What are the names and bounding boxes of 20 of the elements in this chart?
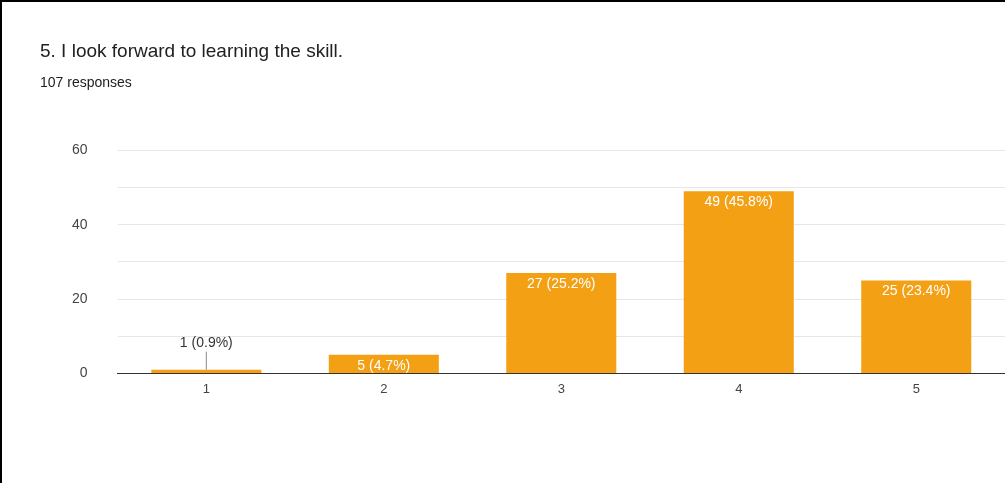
bar	[506, 273, 617, 373]
bar	[151, 369, 262, 373]
data-label: 25 (23.4%)	[882, 282, 951, 299]
data-label: 5 (4.7%)	[357, 356, 411, 373]
y-tick-label: 20	[71, 289, 88, 306]
y-tick-label: 60	[71, 141, 88, 158]
chart-title: 5. I look forward to learning the skill.	[40, 40, 344, 62]
chart-subtitle: 107 responses	[40, 74, 132, 90]
data-label: 49 (45.8%)	[704, 193, 774, 210]
x-tick-label: 2	[380, 380, 388, 396]
y-tick-label: 0	[79, 364, 88, 381]
data-label: 27 (25.2%)	[527, 274, 596, 291]
data-label: 1 (0.9%)	[179, 333, 233, 350]
x-tick-label: 3	[557, 380, 565, 396]
y-tick-label: 40	[71, 215, 88, 232]
bar	[683, 191, 794, 373]
x-tick-label: 5	[912, 380, 920, 396]
x-tick-label: 1	[202, 380, 210, 396]
x-tick-label: 4	[735, 380, 743, 396]
bar	[861, 280, 972, 373]
